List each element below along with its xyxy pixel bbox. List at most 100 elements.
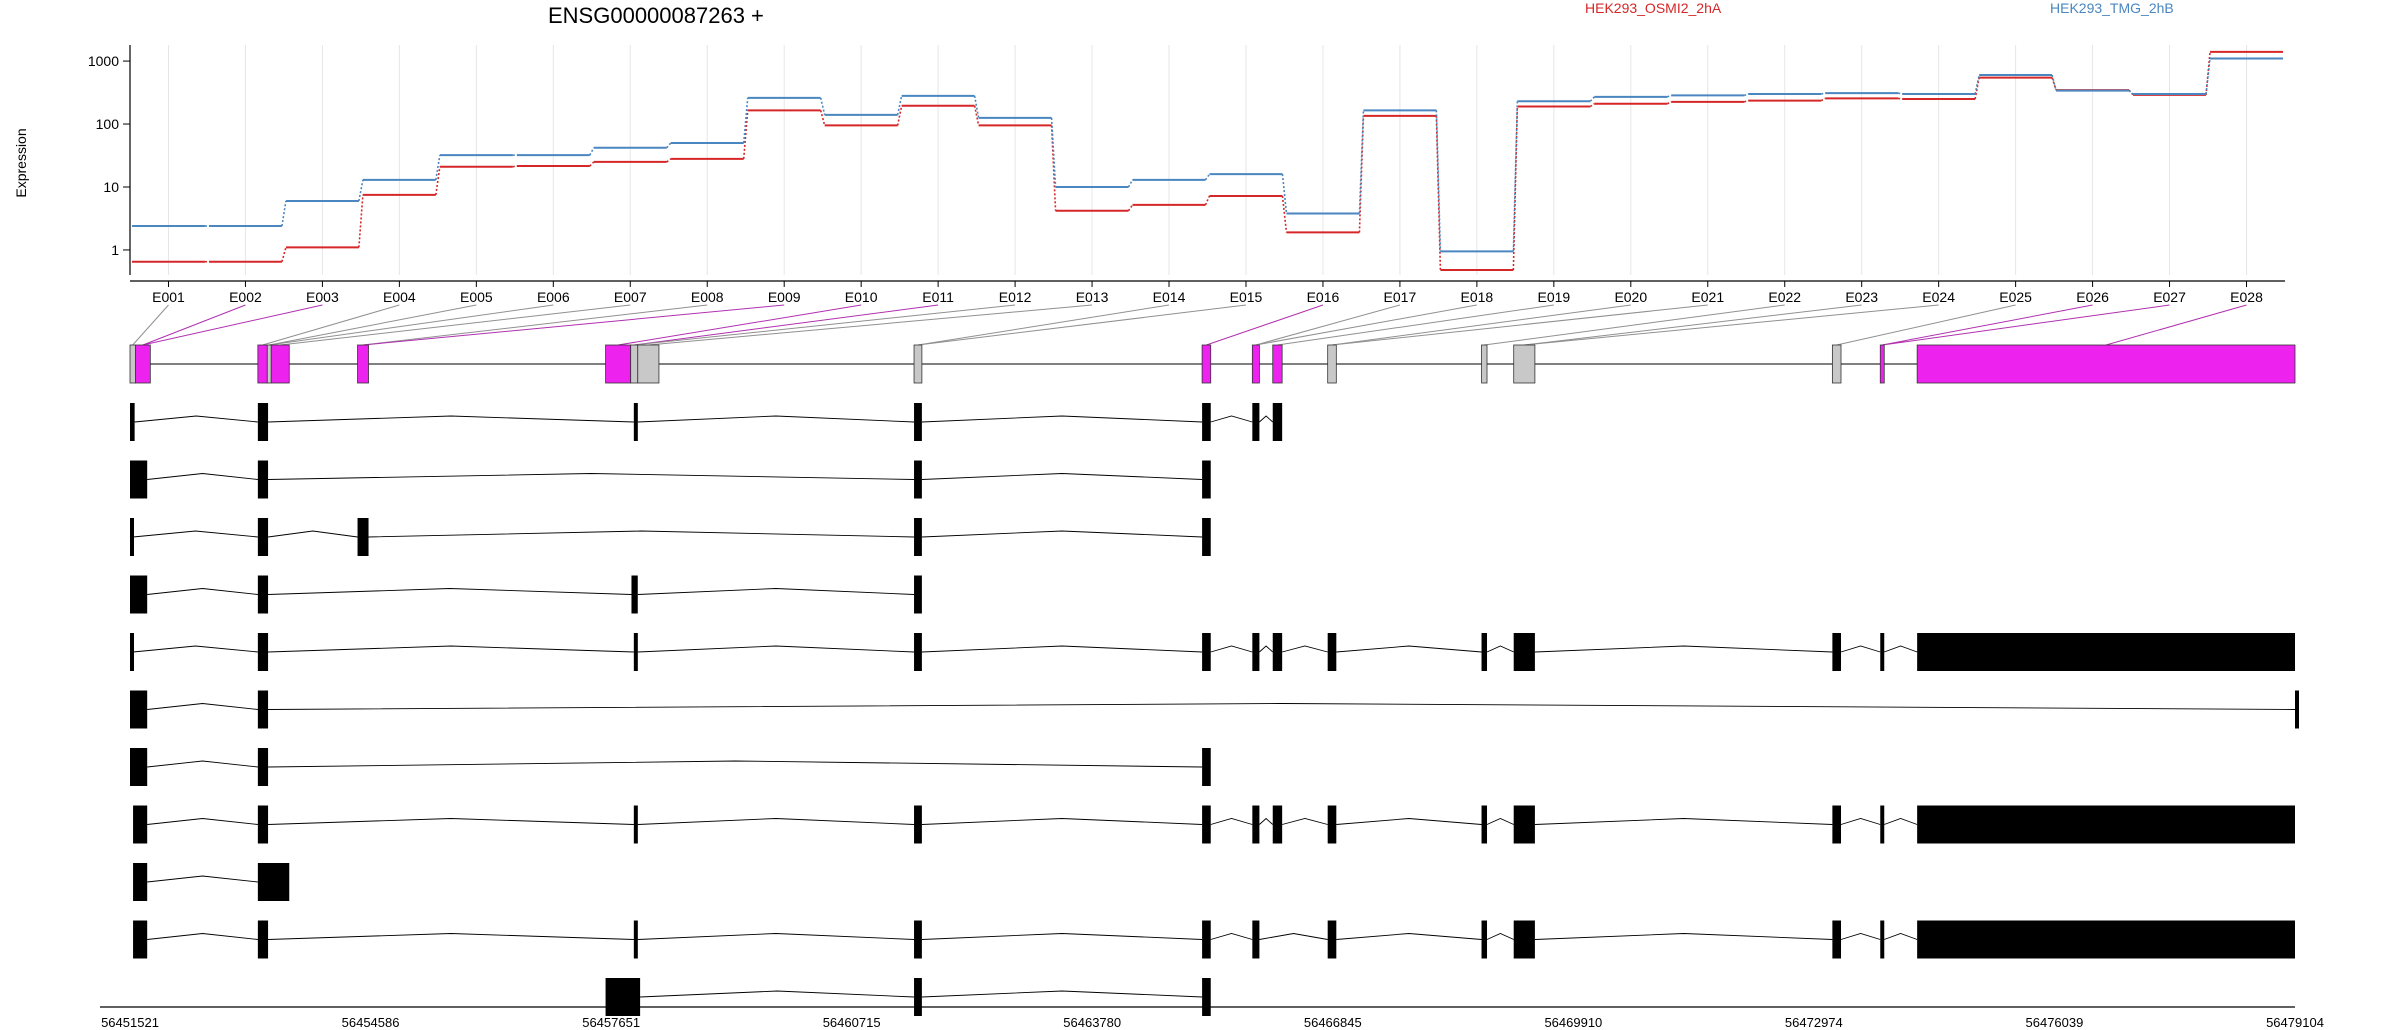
exon [1832, 805, 1842, 844]
exon [1917, 633, 2295, 671]
exon-bin-label: E021 [1691, 289, 1724, 305]
intron [921, 645, 1203, 653]
intron [637, 818, 915, 825]
bin-connector [262, 304, 400, 346]
gene-exon-bin [630, 344, 639, 384]
gene-exon-bin [357, 344, 369, 384]
series-connector [358, 194, 364, 248]
exon-bin-label: E001 [152, 289, 185, 305]
exon-bin-labels: E001 E002 E003 E004 E005 E006 E007 E008 E009 E010… [130, 280, 2285, 305]
series-connector [281, 247, 287, 262]
exon-bin-label: E007 [614, 289, 647, 305]
exon [257, 863, 290, 901]
series-connector [1358, 115, 1365, 233]
bin-to-gene-connectors [132, 304, 2247, 346]
bin-connector [142, 304, 323, 346]
exon [257, 805, 269, 844]
series-connector [1666, 101, 1672, 105]
exon-bin-label: E009 [768, 289, 801, 305]
intron [637, 933, 915, 940]
series-connector [1204, 195, 1211, 206]
gene-exon-bin [1879, 344, 1885, 384]
series-1 [132, 50, 2283, 272]
intron [268, 703, 2296, 710]
series-connector [742, 110, 749, 159]
intron [637, 645, 915, 653]
transcript-1 [130, 403, 1283, 441]
exon [257, 575, 269, 614]
intron [147, 703, 258, 710]
gene-exon-bin [1251, 344, 1260, 384]
intron [268, 473, 915, 480]
intron [1210, 645, 1253, 653]
exon [130, 460, 148, 499]
exon [1202, 403, 1211, 441]
series-connector [1204, 173, 1211, 181]
exon-bin-label: E028 [2230, 289, 2263, 305]
series-connector [2205, 58, 2211, 95]
series-connector [589, 147, 595, 156]
exon [130, 518, 134, 556]
intron [1259, 415, 1274, 423]
bin-connector [1484, 304, 1785, 346]
legend-series-1: HEK293_OSMI2_2hA [1585, 0, 1722, 16]
bin-connector [1206, 304, 1324, 346]
exon [130, 575, 148, 614]
series-connector [281, 200, 287, 227]
intron [1534, 933, 1833, 940]
y-tick-label: 1000 [88, 53, 119, 69]
series-connector [358, 179, 364, 202]
y-axis: 1 10 100 1000 [88, 45, 131, 275]
gene-exon-bin [1481, 344, 1488, 384]
exon [1202, 518, 1211, 556]
intron [1486, 818, 1514, 825]
exon [257, 518, 269, 556]
exon-bin-label: E002 [229, 289, 262, 305]
exon [1202, 748, 1211, 786]
intron [134, 415, 258, 423]
bin-connector [648, 304, 1093, 346]
series-connector [1281, 174, 1288, 214]
genomic-tick-label: 56469910 [1544, 1015, 1602, 1030]
exon [1513, 633, 1535, 671]
exon [633, 633, 638, 671]
gene-exon-bin [257, 344, 268, 384]
intron [268, 530, 358, 538]
transcript-6 [130, 690, 2299, 729]
intron [147, 473, 258, 480]
exon [1327, 633, 1337, 671]
exon [1202, 633, 1211, 671]
bin-connector [132, 304, 169, 346]
series-connector [1974, 74, 1980, 95]
intron [1259, 933, 1328, 940]
intron [921, 415, 1203, 423]
series-connector [512, 165, 517, 168]
series-connector [742, 97, 749, 144]
transcript-tracks [130, 403, 2299, 1016]
y-tick-label: 1 [111, 242, 119, 258]
bin-connector [142, 304, 246, 346]
exon [633, 920, 638, 959]
genomic-tick-label: 56460715 [823, 1015, 881, 1030]
intron [1210, 818, 1253, 825]
exon [1481, 805, 1488, 844]
exon [1880, 805, 1885, 844]
genomic-tick-label: 56454586 [342, 1015, 400, 1030]
exon-bin-label: E003 [306, 289, 339, 305]
intron [1336, 645, 1482, 653]
series-connector [896, 105, 903, 126]
bin-connector [1836, 304, 2016, 346]
exon [133, 920, 148, 959]
exon-bin-label: E014 [1153, 289, 1186, 305]
series-connector [435, 155, 441, 180]
transcript-4 [130, 575, 922, 614]
intron [1282, 818, 1328, 825]
exon [1327, 805, 1337, 844]
series-connector [1127, 204, 1134, 212]
exon [914, 978, 922, 1016]
intron [133, 645, 258, 653]
intron [368, 530, 915, 538]
exon [1202, 978, 1211, 1016]
bin-connector [1277, 304, 1554, 346]
transcript-10 [133, 920, 2295, 959]
